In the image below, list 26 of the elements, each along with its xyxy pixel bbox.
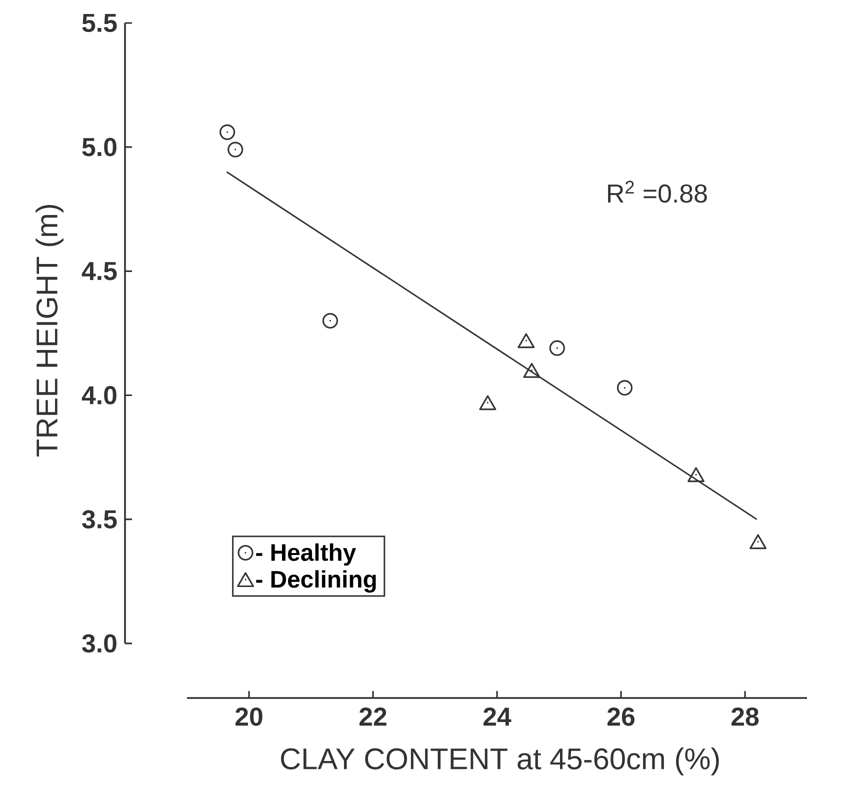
- point: [549, 340, 565, 356]
- x-tick-label: 28: [731, 708, 759, 726]
- point: [523, 362, 540, 378]
- point: [228, 142, 244, 158]
- x-tick-label: 26: [607, 708, 634, 726]
- point: [479, 395, 496, 410]
- x-tick-label: 20: [235, 708, 262, 726]
- point: [220, 124, 236, 140]
- y-tick-label: 4.0: [82, 386, 116, 404]
- y-tick-label: 5.0: [82, 138, 116, 156]
- y-axis-title: TREE HEIGHT (m): [36, 204, 64, 456]
- point: [616, 380, 633, 396]
- legend-label: - Healthy: [256, 543, 356, 566]
- x-axis-title: CLAY CONTENT at 45-60cm (%): [281, 748, 719, 776]
- y-tick-label: 3.5: [82, 510, 117, 529]
- point: [322, 312, 338, 329]
- x-tick-label: 22: [359, 708, 386, 726]
- y-tick-label: 5.5: [82, 14, 117, 32]
- y-tick-label: 4.5: [82, 262, 117, 280]
- x-tick-label: 24: [483, 708, 512, 726]
- legend-label: - Declining: [256, 570, 376, 593]
- point: [688, 467, 705, 482]
- point: [518, 333, 535, 348]
- y-tick-label: 3.0: [82, 634, 116, 653]
- point: [750, 534, 767, 550]
- annotation: R$^{2}$ =0.88: [608, 180, 707, 203]
